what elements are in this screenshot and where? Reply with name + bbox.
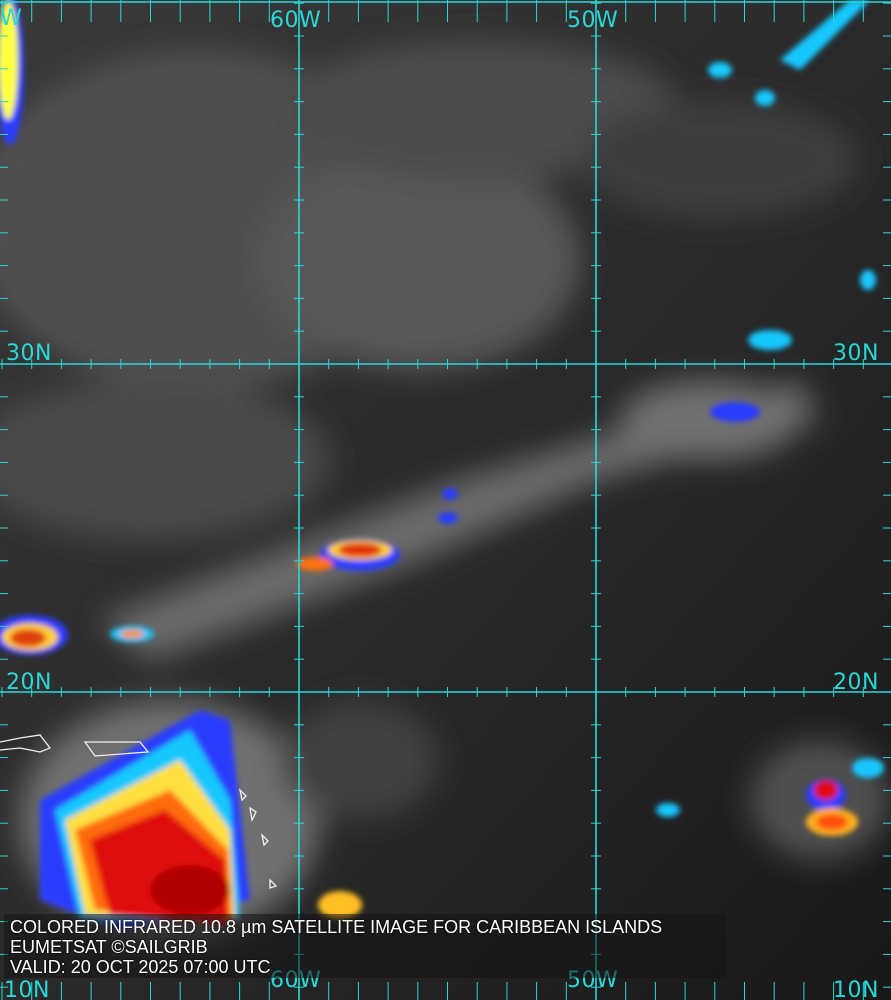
caption-title: COLORED INFRARED 10.8 µm SATELLITE IMAGE…	[10, 917, 663, 937]
lat-label-right-10n: 10N	[833, 978, 879, 1000]
lon-label-top-0: W	[0, 6, 23, 31]
lat-label-right-20n: 20N	[833, 670, 879, 695]
lat-label-left-30n: 30N	[6, 341, 52, 366]
caption-credit: EUMETSAT ©SAILGRIB	[10, 937, 208, 957]
convective-cells	[0, 0, 884, 930]
coastlines	[0, 734, 278, 889]
lat-label-right-30n: 30N	[833, 341, 879, 366]
lon-label-top-50w: 50W	[567, 8, 619, 33]
lat-label-left-20n: 20N	[6, 670, 52, 695]
lon-label-top-60w: 60W	[270, 8, 322, 33]
caption-valid-time: VALID: 20 OCT 2025 07:00 UTC	[10, 957, 271, 977]
lat-label-left-10n: 10N	[4, 978, 50, 1000]
caption-box	[4, 914, 726, 978]
